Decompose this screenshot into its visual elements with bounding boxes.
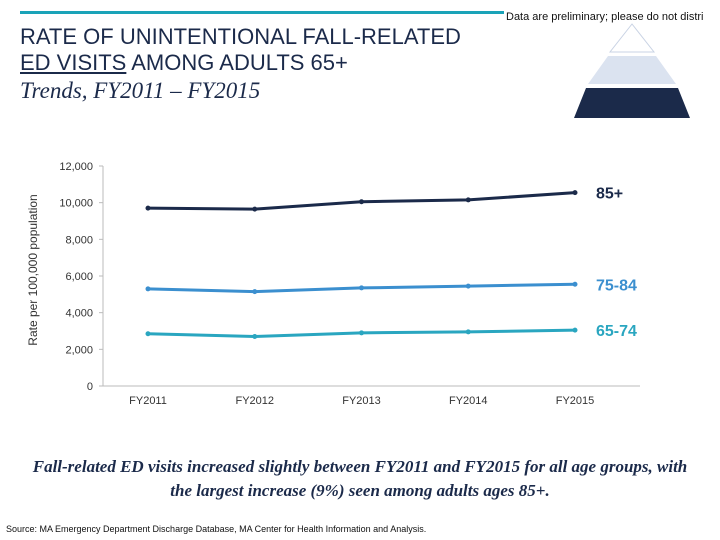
series-label: 65-74	[596, 323, 637, 340]
data-point	[465, 283, 471, 289]
data-point	[145, 205, 151, 211]
line-chart: 0 2,000 4,000 6,000 8,000 10,000 12,000 FY2011…	[26, 161, 640, 407]
subtitle: Trends, FY2011 – FY2015	[20, 78, 261, 103]
x-tick-label: FY2011	[129, 395, 167, 407]
title-line-2: ED VISITS AMONG ADULTS 65+	[20, 50, 520, 76]
preliminary-data-disclaimer: Data are preliminary; please do not dist…	[506, 11, 704, 23]
y-axis-label: Rate per 100,000 population	[26, 194, 40, 345]
source-note: Source: MA Emergency Department Discharg…	[6, 524, 427, 534]
x-tick-label: FY2014	[449, 395, 488, 407]
pyramid-bottom-tier	[574, 88, 690, 118]
title-underlined-term: ED VISITS	[20, 50, 127, 75]
y-axis: 0 2,000 4,000 6,000 8,000 10,000 12,000	[59, 161, 104, 393]
y-tick-label: 6,000	[65, 271, 93, 283]
y-tick-label: 8,000	[65, 234, 93, 246]
pyramid-top-tier	[608, 23, 656, 53]
y-tick-label: 4,000	[65, 308, 93, 320]
data-point	[465, 197, 471, 203]
series-lines: 85+ 75-84 65-74	[145, 186, 637, 340]
series-label: 75-84	[596, 277, 637, 294]
data-point	[145, 331, 151, 337]
data-point	[359, 285, 364, 291]
data-point	[572, 190, 578, 196]
key-finding: Fall-related ED visits increased slightl…	[32, 457, 688, 500]
pyramid-icon	[574, 23, 690, 118]
data-point	[359, 330, 364, 336]
x-tick-label: FY2012	[235, 395, 274, 407]
data-point	[572, 327, 578, 333]
data-point	[252, 334, 258, 339]
title-line-2-rest: AMONG ADULTS 65+	[126, 50, 348, 75]
x-tick-label: FY2013	[342, 395, 381, 407]
series-label: 85+	[596, 186, 623, 203]
data-point	[145, 286, 151, 292]
y-tick-label: 0	[87, 381, 93, 393]
title-block: RATE OF UNINTENTIONAL FALL-RELATED ED VI…	[20, 24, 520, 105]
title-line-1: RATE OF UNINTENTIONAL FALL-RELATED	[20, 24, 461, 49]
x-axis: FY2011 FY2012 FY2013 FY2014 FY2015	[103, 385, 640, 407]
data-point	[252, 289, 258, 295]
title-accent-bar	[20, 11, 504, 14]
y-tick-label: 2,000	[65, 344, 93, 356]
data-point	[572, 281, 578, 287]
data-point	[465, 329, 471, 335]
x-tick-label: FY2015	[556, 395, 595, 407]
y-tick-label: 12,000	[59, 161, 93, 173]
y-tick-label: 10,000	[59, 198, 93, 210]
data-point	[252, 206, 258, 212]
data-point	[359, 199, 364, 205]
pyramid-middle-tier	[588, 56, 676, 84]
